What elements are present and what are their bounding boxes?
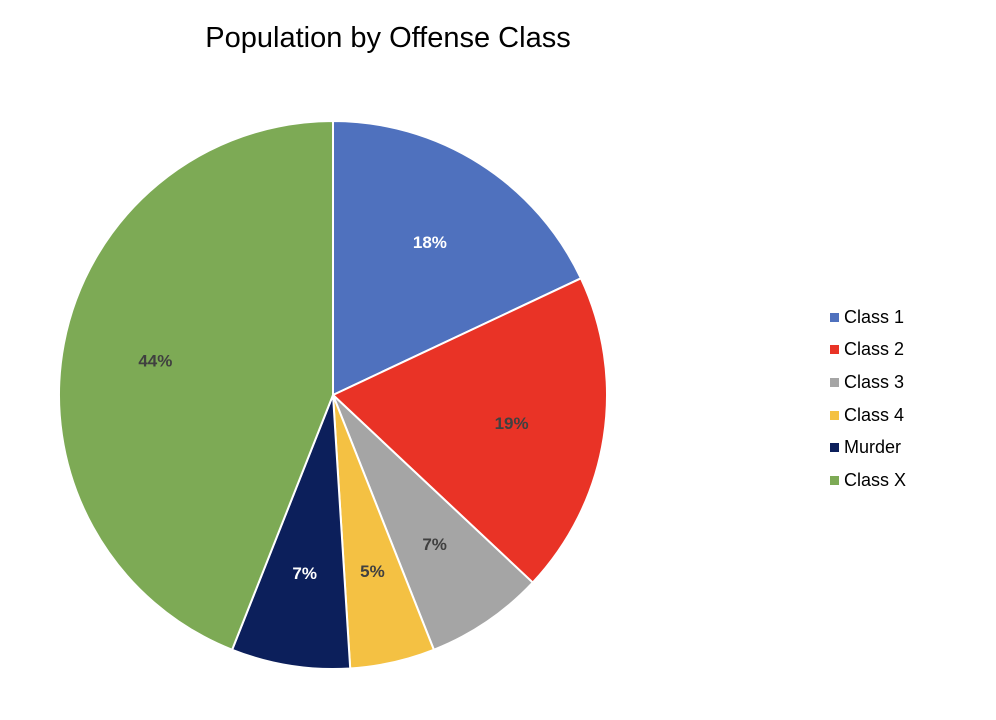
legend-swatch-class-2 — [830, 345, 839, 355]
data-label-murder: 7% — [292, 564, 317, 583]
legend-label-murder: Murder — [844, 437, 902, 458]
legend-swatch-murder — [830, 443, 839, 453]
legend-label-class-2: Class 2 — [844, 339, 905, 360]
legend-item-murder: Murder — [830, 431, 906, 464]
pie-slice-class-2 — [332, 277, 608, 584]
data-label-class-2: 19% — [495, 414, 529, 433]
legend-item-class-4: Class 4 — [830, 399, 906, 432]
legend-item-class-2: Class 2 — [830, 334, 906, 367]
legend-item-class-3: Class 3 — [830, 366, 906, 399]
chart-title: Population by Offense Class — [205, 22, 571, 54]
legend-swatch-class-3 — [830, 377, 839, 387]
legend-item-class-1: Class 1 — [830, 301, 906, 334]
legend-label-class-4: Class 4 — [844, 404, 905, 425]
data-label-class-4: 5% — [360, 562, 385, 581]
legend-label-class-x: Class X — [844, 469, 907, 490]
pie-slice-murder — [231, 394, 352, 670]
data-label-class-1: 18% — [413, 233, 447, 252]
pie-slice-class-x — [58, 120, 334, 651]
legend-swatch-class-4 — [830, 410, 839, 420]
legend-label-class-3: Class 3 — [844, 371, 905, 392]
data-label-class-x: 44% — [138, 352, 172, 371]
legend: Class 1 Class 2 Class 3 Class 4 Murder Class … — [830, 301, 906, 497]
legend-swatch-class-x — [830, 475, 839, 485]
data-label-class-3: 7% — [422, 535, 447, 554]
pie-slice-class-3 — [332, 394, 534, 651]
pie-slice-class-1 — [332, 120, 582, 396]
legend-label-class-1: Class 1 — [844, 306, 905, 327]
legend-swatch-class-1 — [830, 312, 839, 322]
legend-item-class-x: Class X — [830, 464, 906, 497]
